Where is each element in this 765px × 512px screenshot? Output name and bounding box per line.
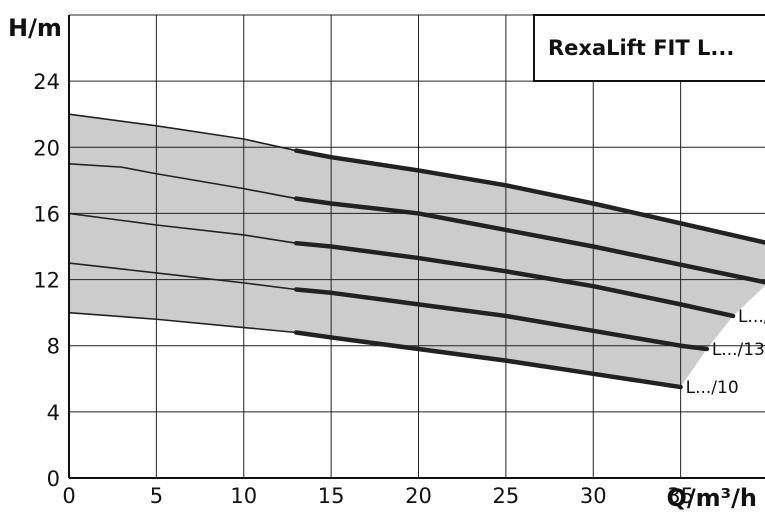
- y-tick-label: 20: [33, 136, 60, 160]
- y-tick-label: 24: [33, 70, 60, 94]
- tick-labels: 0 5 10 15 20 25 30 35 0 4 8 12 16 20 24: [33, 70, 694, 508]
- series-line-operating: [293, 196, 765, 285]
- x-tick-label: 10: [230, 484, 257, 508]
- series-label: L.../13: [712, 340, 765, 360]
- series-line-operating: [293, 330, 683, 390]
- y-tick-label: 8: [47, 335, 60, 359]
- y-tick-label: 4: [47, 401, 60, 425]
- y-tick-label: 12: [33, 269, 60, 293]
- y-tick-label: 16: [33, 202, 60, 226]
- x-tick-label: 20: [405, 484, 432, 508]
- x-tick-label: 15: [318, 484, 345, 508]
- series-label: L.../16: [738, 307, 765, 327]
- x-tick-label: 35: [667, 484, 694, 508]
- series-label: L.../10: [686, 378, 739, 398]
- series-line-operating: [293, 148, 765, 245]
- x-axis-label: Q/m³/h: [666, 484, 757, 512]
- plot-frame: [68, 15, 765, 479]
- series-line-operating: [293, 287, 710, 352]
- operating-range-band: [69, 114, 765, 388]
- chart-title: RexaLift FIT L...: [548, 36, 734, 60]
- y-axis-label: H/m: [8, 14, 62, 42]
- x-tick-label: 30: [580, 484, 607, 508]
- series-lines: L.../22L.../19L.../16L.../13L.../10: [68, 113, 765, 398]
- y-tick-label: 0: [47, 467, 60, 491]
- x-tick-label: 0: [62, 484, 75, 508]
- x-tick-label: 25: [493, 484, 520, 508]
- series-line-operating: [293, 240, 736, 319]
- x-tick-label: 5: [150, 484, 163, 508]
- title-box: [533, 14, 765, 82]
- operating-range-fill: [69, 114, 765, 388]
